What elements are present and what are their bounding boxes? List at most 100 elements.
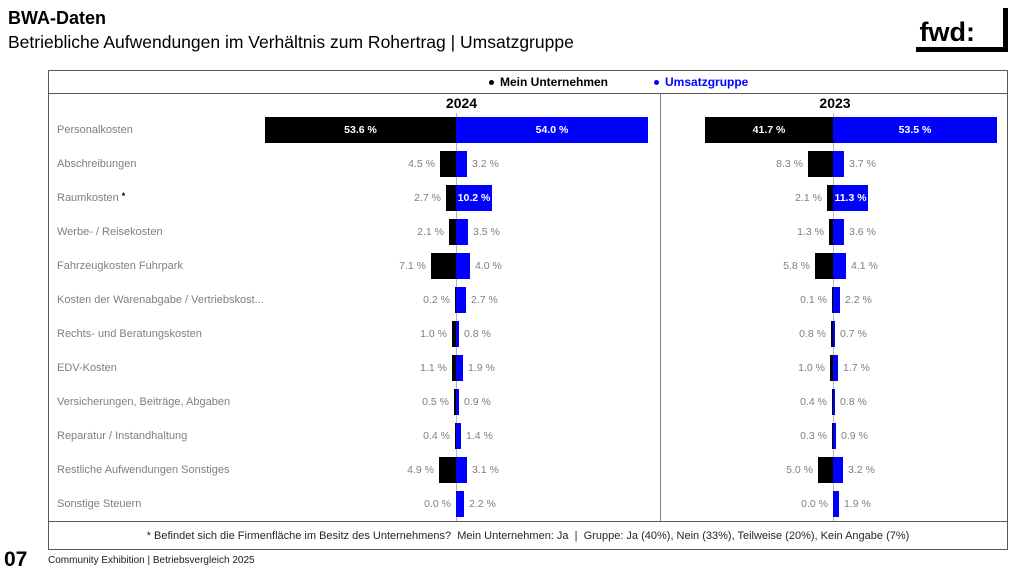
value-label-mein-unternehmen: 0.2 % bbox=[423, 294, 450, 306]
bar-umsatzgruppe bbox=[833, 321, 835, 347]
value-label-mein-unternehmen: 1.0 % bbox=[798, 362, 825, 374]
bars-area-2024: 53.6 % 54.0 % 4.5 % 3.2 % 2.7 % 10.2 % 2.1 % 3.… bbox=[263, 113, 660, 521]
value-label-umsatzgruppe: 3.2 % bbox=[848, 464, 875, 476]
value-label-umsatzgruppe: 0.8 % bbox=[464, 328, 491, 340]
bar-mein-unternehmen bbox=[827, 185, 833, 211]
value-label-mein-unternehmen: 7.1 % bbox=[399, 260, 426, 272]
bar-row: 8.3 % 3.7 % bbox=[661, 147, 1009, 181]
bar-mein-unternehmen bbox=[439, 457, 456, 483]
page-title: BWA-Daten bbox=[8, 8, 106, 28]
category-label: Versicherungen, Beiträge, Abgaben bbox=[57, 396, 231, 408]
value-label-umsatzgruppe: 0.7 % bbox=[840, 328, 867, 340]
value-label-mein-unternehmen: 5.0 % bbox=[786, 464, 813, 476]
value-label-mein-unternehmen: 5.8 % bbox=[783, 260, 810, 272]
bar-mein-unternehmen bbox=[832, 287, 833, 313]
bar-mein-unternehmen bbox=[455, 423, 456, 449]
center-axis-line bbox=[456, 113, 457, 521]
value-label-mein-unternehmen: 0.5 % bbox=[422, 396, 449, 408]
bar-row: 4.5 % 3.2 % bbox=[263, 147, 660, 181]
legend-dot-icon bbox=[489, 79, 494, 85]
bar-umsatzgruppe bbox=[833, 117, 997, 143]
bar-mein-unternehmen bbox=[832, 423, 833, 449]
category-label: Werbe- / Reisekosten bbox=[57, 226, 163, 238]
bars-area-2023: 41.7 % 53.5 % 8.3 % 3.7 % 2.1 % 11.3 % 1.3 % 3.… bbox=[661, 113, 1009, 521]
value-label-umsatzgruppe: 2.7 % bbox=[471, 294, 498, 306]
bar-umsatzgruppe bbox=[833, 389, 835, 415]
category-label: Abschreibungen bbox=[57, 158, 137, 170]
value-label-umsatzgruppe: 0.8 % bbox=[840, 396, 867, 408]
value-label-mein-unternehmen: 4.9 % bbox=[407, 464, 434, 476]
fwd-logo: fwd: bbox=[915, 8, 1008, 52]
bar-row: 7.1 % 4.0 % bbox=[263, 249, 660, 283]
bar-mein-unternehmen bbox=[455, 287, 456, 313]
bar-umsatzgruppe bbox=[833, 287, 840, 313]
category-labels: Personalkosten Abschreibungen Raumkosten * W… bbox=[49, 113, 263, 521]
value-label-umsatzgruppe: 4.0 % bbox=[475, 260, 502, 272]
bar-umsatzgruppe bbox=[456, 389, 459, 415]
bar-row: 2.7 % 10.2 % bbox=[263, 181, 660, 215]
category-label: Kosten der Warenabgabe / Vertriebskost..… bbox=[57, 294, 263, 306]
value-label-umsatzgruppe: 3.6 % bbox=[849, 226, 876, 238]
bar-mein-unternehmen bbox=[808, 151, 833, 177]
value-label-umsatzgruppe: 1.7 % bbox=[843, 362, 870, 374]
bar-mein-unternehmen bbox=[452, 355, 456, 381]
bar-umsatzgruppe bbox=[833, 423, 836, 449]
value-label-mein-unternehmen: 0.8 % bbox=[799, 328, 826, 340]
bar-row: 1.3 % 3.6 % bbox=[661, 215, 1009, 249]
labels-header-spacer bbox=[49, 94, 263, 113]
category-label: Fahrzeugkosten Fuhrpark bbox=[57, 260, 183, 272]
bar-mein-unternehmen bbox=[832, 389, 833, 415]
value-label-umsatzgruppe: 3.1 % bbox=[472, 464, 499, 476]
category-label: Sonstige Steuern bbox=[57, 498, 142, 510]
bar-umsatzgruppe bbox=[833, 185, 868, 211]
bar-row: 0.2 % 2.7 % bbox=[263, 283, 660, 317]
center-axis-line bbox=[833, 113, 834, 521]
bar-umsatzgruppe bbox=[456, 423, 461, 449]
category-label: Raumkosten * bbox=[57, 191, 126, 204]
value-label-mein-unternehmen: 41.7 % bbox=[752, 124, 786, 136]
bar-row: 2.1 % 3.5 % bbox=[263, 215, 660, 249]
value-label-umsatzgruppe: 10.2 % bbox=[457, 192, 491, 204]
bar-umsatzgruppe bbox=[456, 219, 468, 245]
bar-row: 1.1 % 1.9 % bbox=[263, 351, 660, 385]
bar-row: 0.0 % 1.9 % bbox=[661, 487, 1009, 521]
bar-mein-unternehmen bbox=[815, 253, 833, 279]
bar-row: 0.1 % 2.2 % bbox=[661, 283, 1009, 317]
bar-row: 53.6 % 54.0 % bbox=[263, 113, 660, 147]
value-label-mein-unternehmen: 0.0 % bbox=[801, 498, 828, 510]
bar-row: 0.4 % 0.8 % bbox=[661, 385, 1009, 419]
bar-umsatzgruppe bbox=[833, 457, 843, 483]
bar-umsatzgruppe bbox=[456, 253, 470, 279]
chart-legend: Mein Unternehmen Umsatzgruppe bbox=[49, 71, 1007, 94]
bar-mein-unternehmen bbox=[449, 219, 456, 245]
value-label-umsatzgruppe: 2.2 % bbox=[469, 498, 496, 510]
bar-mein-unternehmen bbox=[431, 253, 456, 279]
chart-container: Mein Unternehmen Umsatzgruppe Personalko… bbox=[48, 70, 1008, 550]
value-label-umsatzgruppe: 11.3 % bbox=[834, 192, 867, 204]
bar-row: 41.7 % 53.5 % bbox=[661, 113, 1009, 147]
legend-label: Mein Unternehmen bbox=[500, 75, 609, 89]
bar-umsatzgruppe bbox=[456, 321, 459, 347]
value-label-mein-unternehmen: 8.3 % bbox=[776, 158, 803, 170]
category-label: Rechts- und Beratungskosten bbox=[57, 328, 202, 340]
bar-umsatzgruppe bbox=[456, 151, 467, 177]
category-label: EDV-Kosten bbox=[57, 362, 117, 374]
value-label-mein-unternehmen: 0.0 % bbox=[424, 498, 451, 510]
value-label-mein-unternehmen: 2.7 % bbox=[414, 192, 441, 204]
legend-dot-icon bbox=[654, 79, 660, 85]
bar-mein-unternehmen bbox=[705, 117, 833, 143]
year-header-2023: 2023 bbox=[819, 95, 851, 111]
chart-footnote: * Befindet sich die Firmenfläche im Besi… bbox=[49, 521, 1007, 549]
bar-umsatzgruppe bbox=[456, 287, 466, 313]
category-labels-column: Personalkosten Abschreibungen Raumkosten * W… bbox=[49, 94, 263, 521]
fwd-logo-text: fwd: bbox=[919, 17, 975, 47]
bar-mein-unternehmen bbox=[265, 117, 456, 143]
bar-umsatzgruppe bbox=[833, 491, 839, 517]
bar-umsatzgruppe bbox=[833, 253, 846, 279]
bar-umsatzgruppe bbox=[456, 355, 463, 381]
bar-mein-unternehmen bbox=[818, 457, 833, 483]
value-label-mein-unternehmen: 53.6 % bbox=[344, 124, 377, 136]
value-label-umsatzgruppe: 54.0 % bbox=[535, 124, 569, 136]
bar-row: 1.0 % 1.7 % bbox=[661, 351, 1009, 385]
bar-umsatzgruppe bbox=[456, 185, 492, 211]
